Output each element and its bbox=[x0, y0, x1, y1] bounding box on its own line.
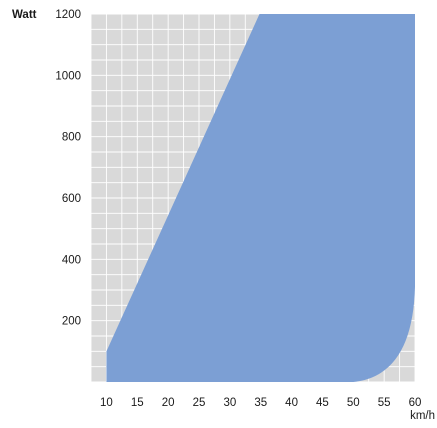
x-tick-label: 60 bbox=[409, 397, 422, 409]
x-tick-label: 30 bbox=[223, 397, 236, 409]
x-tick-label: 45 bbox=[316, 397, 329, 409]
y-axis-ticks: 200 400 600 800 1000 1200 bbox=[55, 9, 81, 328]
y-axis-label: Watt bbox=[12, 9, 37, 21]
y-tick-label: 800 bbox=[62, 132, 81, 144]
y-tick-label: 200 bbox=[62, 316, 81, 328]
operating-region-area bbox=[106, 14, 415, 382]
x-tick-label: 50 bbox=[347, 397, 360, 409]
x-tick-label: 40 bbox=[285, 397, 298, 409]
x-tick-label: 25 bbox=[193, 397, 206, 409]
x-axis-ticks: 10 15 20 25 30 35 40 45 50 55 60 bbox=[100, 397, 421, 409]
x-tick-label: 55 bbox=[378, 397, 391, 409]
y-tick-label: 400 bbox=[62, 254, 81, 266]
y-tick-label: 600 bbox=[62, 193, 81, 205]
y-tick-label: 1200 bbox=[55, 9, 81, 21]
x-axis-label: km/h bbox=[410, 410, 435, 422]
y-tick-label: 1000 bbox=[55, 70, 81, 82]
x-tick-label: 10 bbox=[100, 397, 113, 409]
x-tick-label: 20 bbox=[162, 397, 175, 409]
x-tick-label: 35 bbox=[254, 397, 267, 409]
x-tick-label: 15 bbox=[131, 397, 144, 409]
